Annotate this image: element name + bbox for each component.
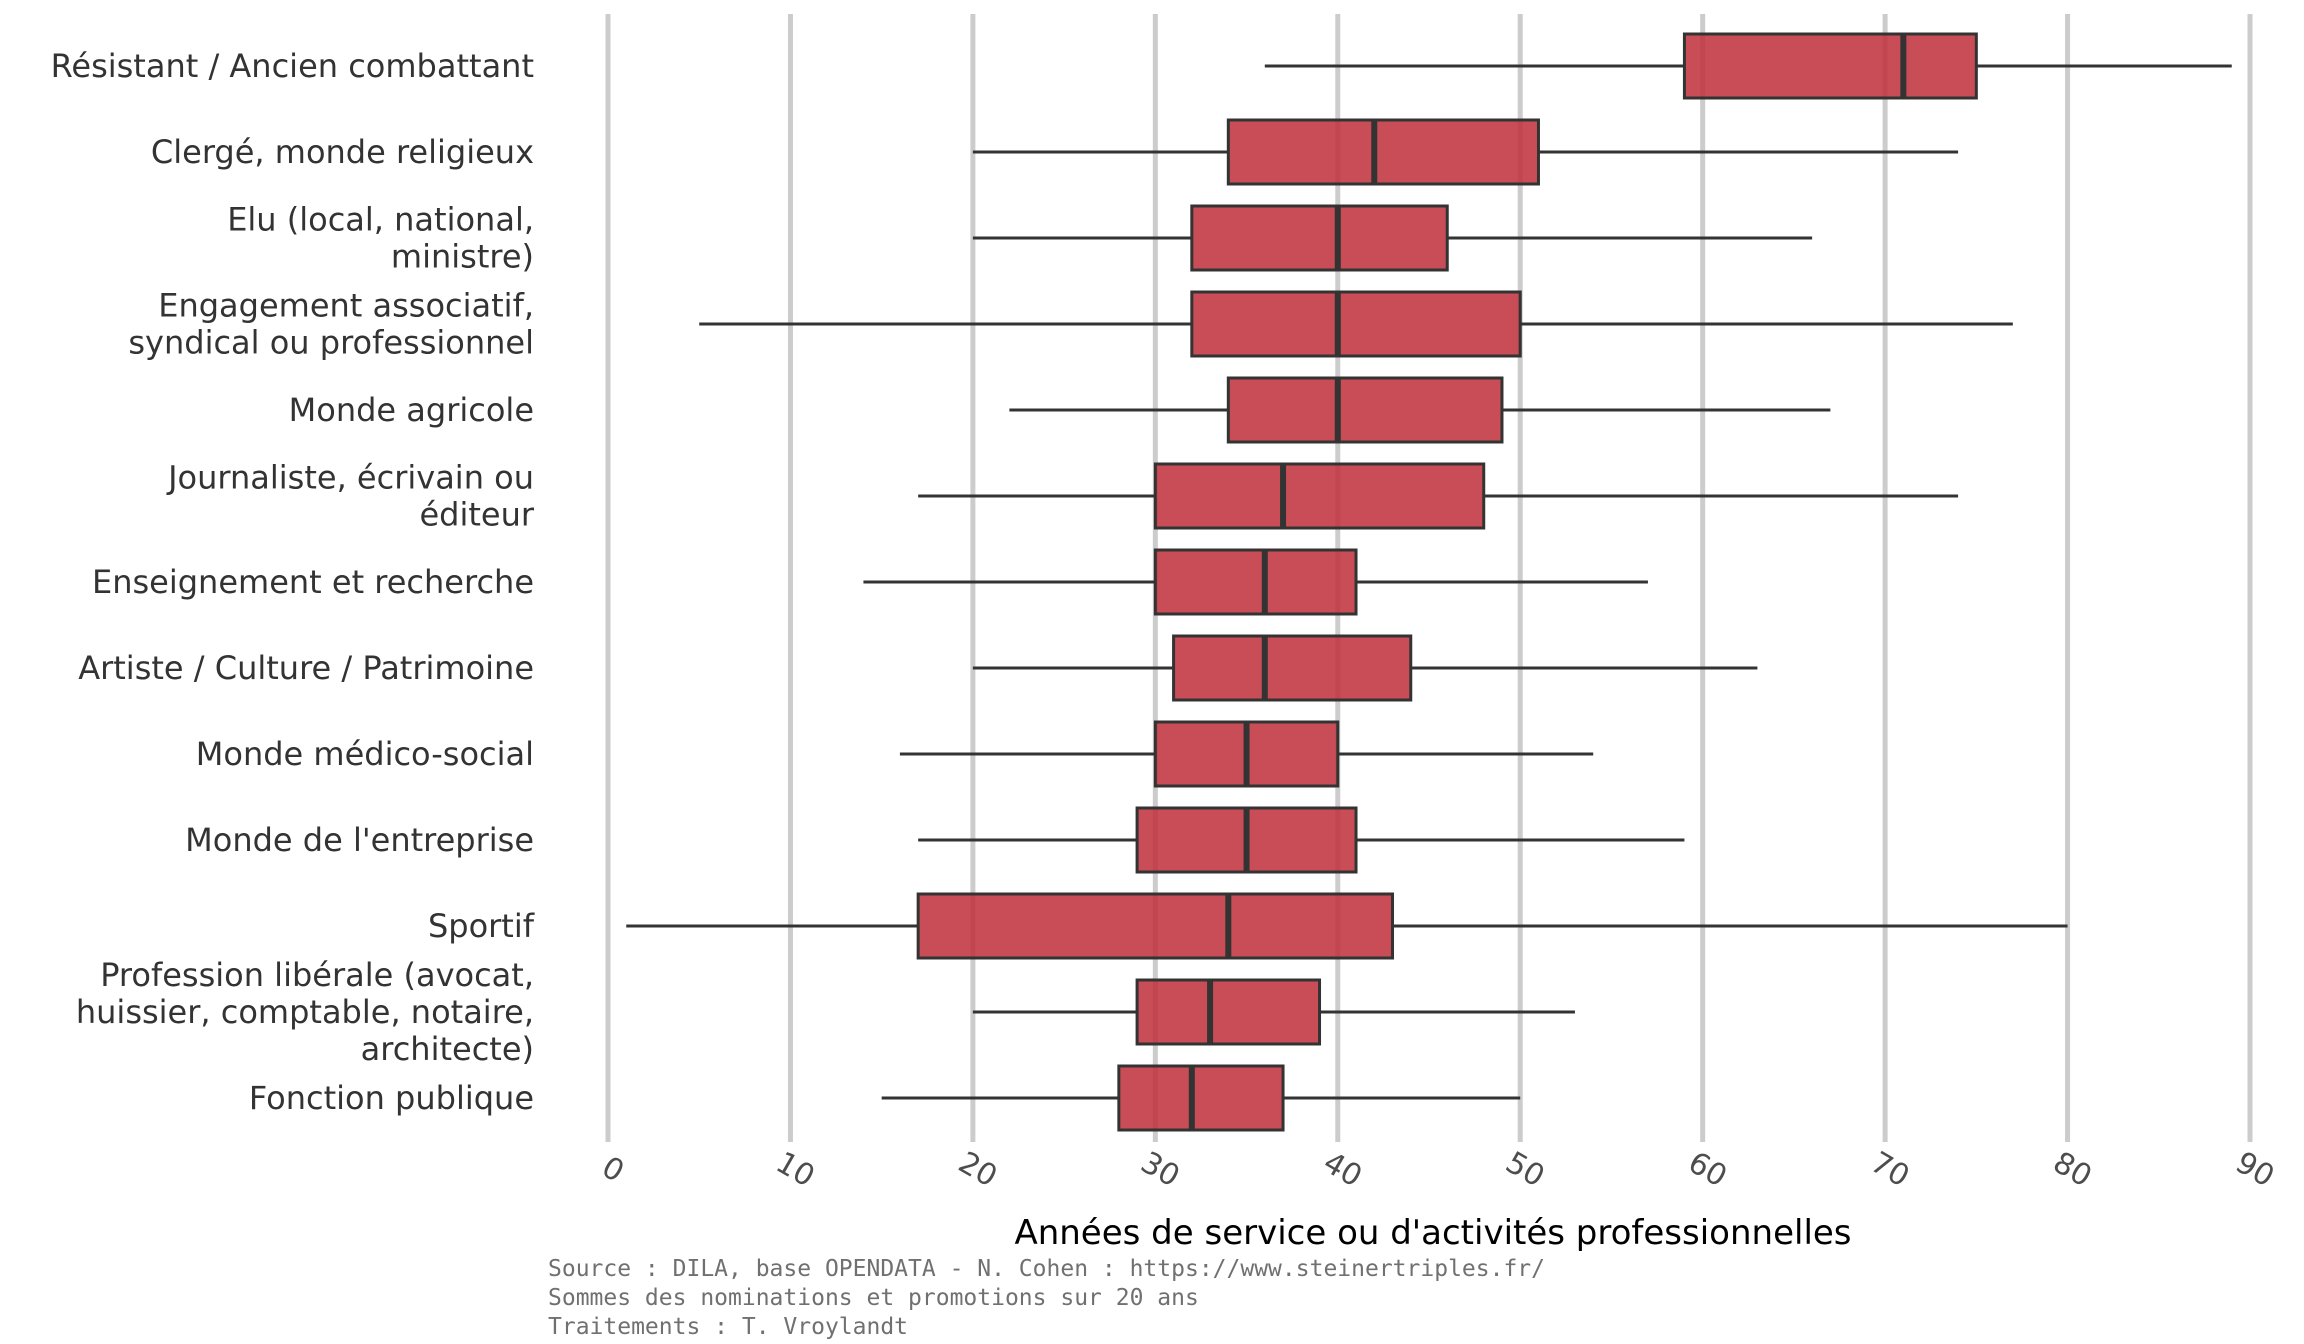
box-group: [972, 634, 1758, 702]
source-caption: Source : DILA, base OPENDATA - N. Cohen …: [548, 1255, 1545, 1342]
box-group: [899, 720, 1594, 788]
x-axis-title: Années de service ou d'activités profess…: [1014, 1213, 1851, 1253]
category-labels: Résistant / Ancien combattant Clergé, mon…: [51, 47, 535, 1117]
caption-line-scope: Sommes des nominations et promotions sur…: [548, 1285, 1199, 1311]
category-label: Monde médico-social: [196, 735, 534, 773]
box-iqr: [1190, 204, 1449, 272]
category-label: Résistant / Ancien combattant: [51, 47, 534, 85]
box-group: [972, 118, 1959, 186]
caption-line-credits: Traitements : T. Vroylandt: [548, 1314, 909, 1340]
boxplot-series: [626, 32, 2232, 1132]
box-group: [626, 892, 2068, 960]
category-label: Journaliste, écrivain ou éditeur: [166, 459, 535, 534]
category-label: Sportif: [428, 907, 535, 945]
x-tick-label: 0: [596, 1150, 630, 1190]
category-label: Monde de l'entreprise: [185, 821, 534, 859]
box-iqr: [1135, 978, 1322, 1046]
x-tick-label: 60: [1682, 1145, 1733, 1194]
box-group: [918, 462, 1959, 530]
category-label: Monde agricole: [289, 391, 534, 429]
box-group: [918, 806, 1685, 874]
box-group: [972, 978, 1575, 1046]
box-iqr: [1117, 1064, 1285, 1132]
x-axis-tick-labels: 0 10 20 30 40 50 60 70 80 90: [596, 1145, 2280, 1194]
x-tick-label: 90: [2229, 1145, 2280, 1194]
category-label: Profession libérale (avocat, huissier, co…: [76, 956, 534, 1068]
x-tick-label: 10: [770, 1145, 821, 1194]
box-iqr: [1153, 548, 1358, 616]
x-tick-label: 50: [1500, 1145, 1551, 1194]
box-group: [881, 1064, 1521, 1132]
x-tick-label: 70: [1865, 1145, 1916, 1194]
box-iqr: [1682, 32, 1978, 100]
box-iqr: [1226, 118, 1540, 186]
box-iqr: [1153, 462, 1486, 530]
box-group: [972, 204, 1813, 272]
x-tick-label: 40: [1317, 1145, 1368, 1194]
box-iqr: [916, 892, 1395, 960]
box-iqr: [1226, 376, 1504, 444]
category-label: Engagement associatif, syndical ou profes…: [128, 287, 534, 362]
category-label: Elu (local, national, ministre): [227, 201, 534, 276]
x-tick-label: 30: [1135, 1145, 1186, 1194]
box-group: [1264, 32, 2232, 100]
category-label: Fonction publique: [249, 1079, 534, 1117]
category-label: Enseignement et recherche: [92, 563, 534, 601]
x-tick-label: 80: [2047, 1145, 2098, 1194]
box-group: [699, 290, 2013, 358]
category-label: Clergé, monde religieux: [151, 133, 534, 171]
caption-line-source: Source : DILA, base OPENDATA - N. Cohen …: [548, 1256, 1545, 1282]
box-iqr: [1190, 290, 1522, 358]
box-iqr: [1172, 634, 1413, 702]
box-group: [863, 548, 1648, 616]
box-group: [1009, 376, 1831, 444]
x-tick-label: 20: [952, 1145, 1003, 1194]
category-label: Artiste / Culture / Patrimoine: [78, 649, 534, 687]
